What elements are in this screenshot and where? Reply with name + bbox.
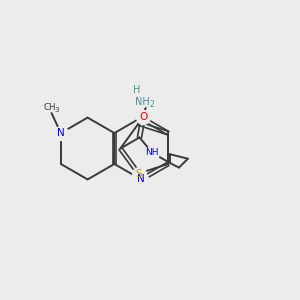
Text: CH: CH [44, 103, 56, 112]
Text: 3: 3 [55, 106, 59, 112]
Text: O: O [139, 112, 147, 122]
Text: NH: NH [136, 97, 150, 107]
Text: S: S [135, 169, 142, 178]
Text: 2: 2 [150, 100, 154, 109]
Text: NH: NH [146, 148, 159, 157]
Text: N: N [57, 128, 65, 138]
Text: N: N [137, 174, 145, 184]
Text: H: H [133, 85, 141, 95]
